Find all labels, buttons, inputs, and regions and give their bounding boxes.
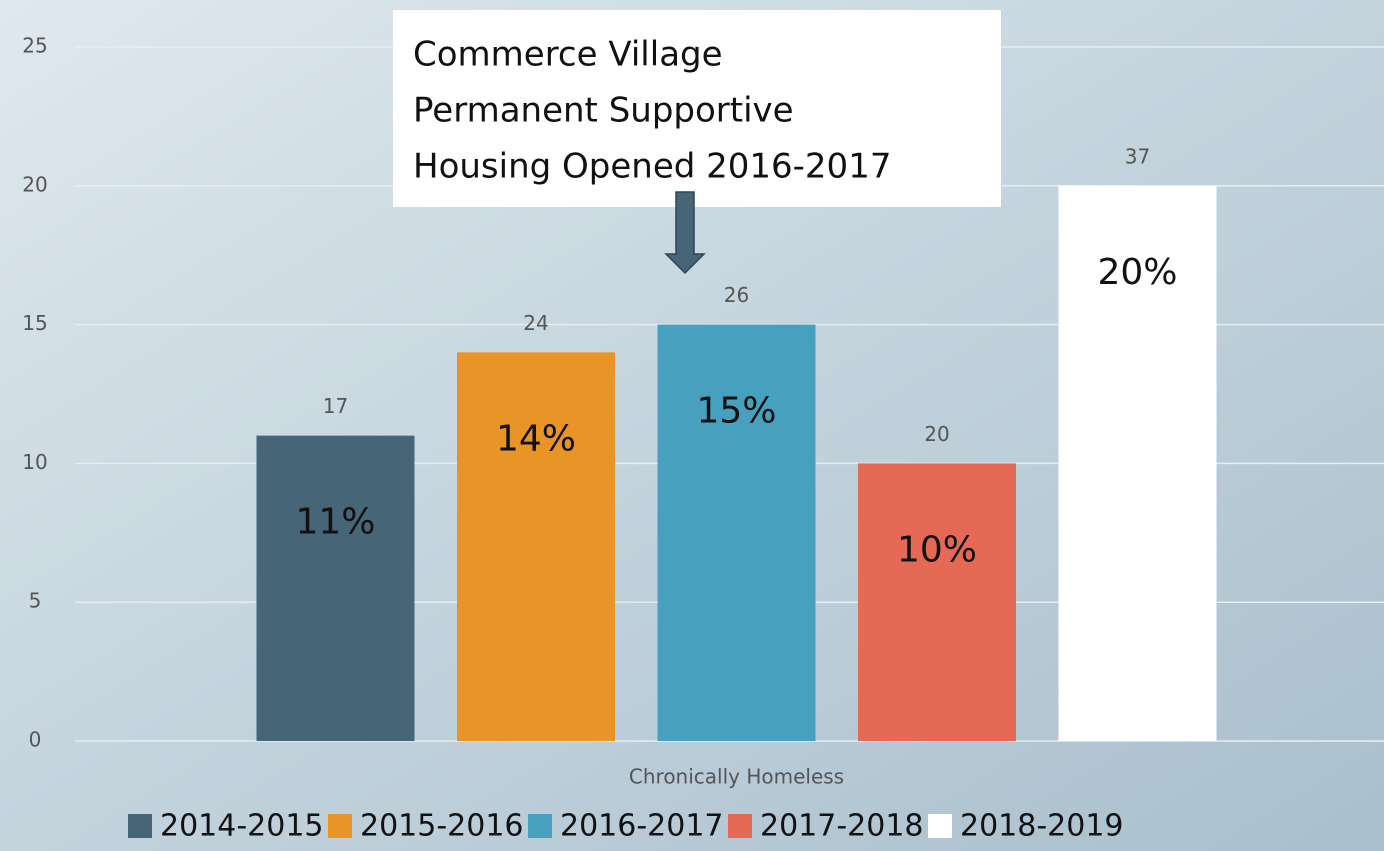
bar — [256, 435, 415, 741]
legend-swatch — [328, 814, 352, 838]
count-label: 20 — [924, 422, 949, 446]
bar — [858, 463, 1016, 741]
legend-label: 2018-2019 — [960, 809, 1124, 844]
bar — [457, 352, 615, 741]
count-label: 17 — [323, 394, 348, 418]
annotation-arrow — [664, 191, 706, 275]
annotation-text: Housing Opened 2016-2017 — [413, 147, 891, 187]
value-label: 14% — [496, 418, 576, 459]
y-tick-label: 25 — [22, 34, 47, 58]
count-label: 26 — [724, 283, 749, 307]
value-label: 15% — [696, 391, 776, 432]
annotation-box — [393, 10, 1001, 207]
legend-label: 2014-2015 — [160, 809, 324, 844]
value-label: 20% — [1097, 252, 1177, 293]
legend-label: 2015-2016 — [360, 809, 524, 844]
legend-label: 2017-2018 — [760, 809, 924, 844]
count-label: 24 — [523, 311, 548, 335]
bar — [657, 324, 816, 741]
annotation-text: Permanent Supportive — [413, 91, 794, 131]
y-tick-label: 5 — [29, 589, 42, 613]
y-tick-label: 15 — [22, 311, 47, 335]
y-tick-label: 20 — [22, 172, 47, 196]
x-tick-label: Chronically Homeless — [629, 765, 844, 789]
count-label: 37 — [1125, 144, 1150, 168]
bar — [1058, 185, 1217, 742]
y-tick-label: 0 — [29, 728, 42, 752]
legend-label: 2016-2017 — [560, 809, 724, 844]
legend-swatch — [528, 814, 552, 838]
value-label: 11% — [295, 502, 375, 543]
legend-swatch — [928, 814, 952, 838]
legend-swatch — [728, 814, 752, 838]
y-tick-label: 10 — [22, 450, 47, 474]
annotation-text: Commerce Village — [413, 35, 723, 75]
value-label: 10% — [897, 529, 977, 570]
legend-swatch — [128, 814, 152, 838]
